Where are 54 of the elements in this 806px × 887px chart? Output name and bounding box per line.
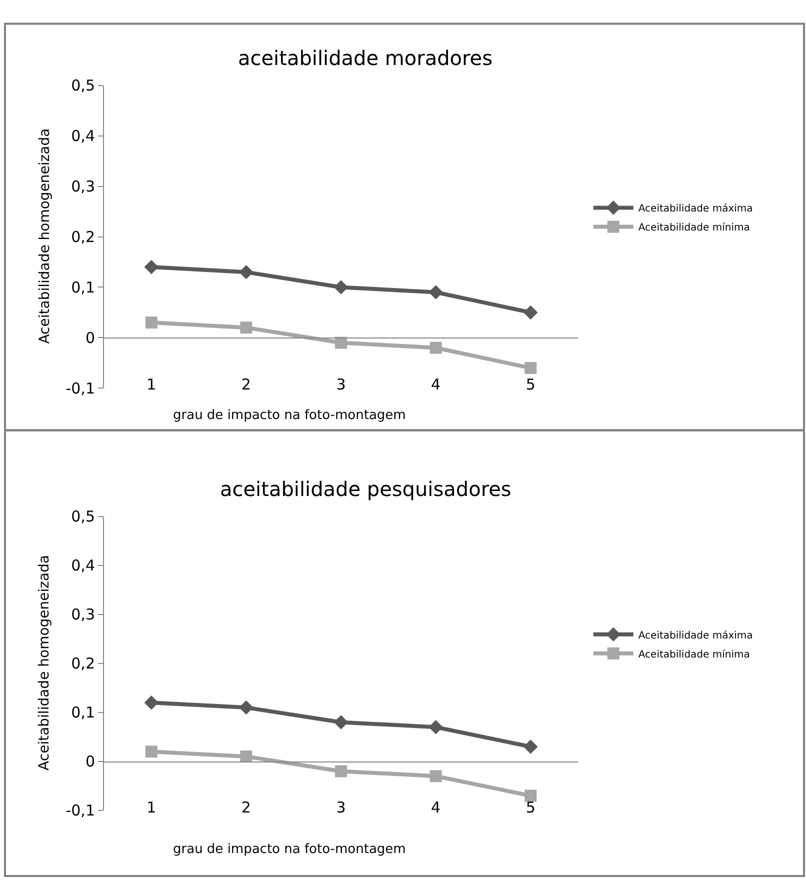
y-tick-label: 0,2 xyxy=(71,228,95,246)
x-tick-label: 1 xyxy=(146,798,156,816)
point xyxy=(239,700,254,715)
y-tick-label: 0,4 xyxy=(71,127,95,146)
x-tick-label: 5 xyxy=(526,376,536,394)
point xyxy=(145,746,158,758)
x-tick-label: 4 xyxy=(431,798,441,816)
point xyxy=(428,720,443,734)
point xyxy=(524,790,537,802)
x-tick-label: 2 xyxy=(241,376,251,394)
y-tick-label: 0,4 xyxy=(71,556,95,575)
x-tick-label: 3 xyxy=(336,376,346,394)
point xyxy=(523,740,538,754)
y-tick-label: 0,5 xyxy=(71,76,95,95)
legend-label: Aceitabilidade máxima xyxy=(638,630,753,642)
y-tick-label: 0,5 xyxy=(71,508,95,526)
point xyxy=(240,322,252,334)
y-tick-label: 0,2 xyxy=(71,654,95,673)
legend-label: Aceitabilidade mínima xyxy=(638,222,750,234)
x-tick-label: 4 xyxy=(431,376,441,394)
point xyxy=(523,305,538,320)
point xyxy=(335,336,347,349)
point xyxy=(240,750,252,763)
x-axis-title: grau de impacto na foto-montagem xyxy=(173,842,406,857)
y-axis-title: Aceitabilidade homogeneizada xyxy=(37,128,54,344)
x-tick-label: 5 xyxy=(526,798,536,816)
point xyxy=(430,770,442,782)
point xyxy=(335,765,347,778)
legend-label: Aceitabilidade mínima xyxy=(638,649,750,660)
y-tick-label: 0 xyxy=(85,752,95,771)
y-tick-label: -0,1 xyxy=(66,802,95,820)
legend-label: Aceitabilidade máxima xyxy=(638,204,753,215)
point xyxy=(334,715,348,730)
x-tick-label: 3 xyxy=(336,798,346,816)
y-tick-label: 0 xyxy=(85,328,95,347)
x-tick-label: 1 xyxy=(146,376,156,394)
point xyxy=(428,285,443,300)
chart-title: aceitabilidade pesquisadores xyxy=(220,477,512,501)
point xyxy=(144,260,159,274)
chart-title: aceitabilidade moradores xyxy=(238,46,493,70)
y-tick-label: 0,1 xyxy=(71,704,95,722)
point xyxy=(144,695,159,710)
y-tick-label: 0,3 xyxy=(71,606,95,624)
y-tick-label: -0,1 xyxy=(66,379,95,398)
point xyxy=(524,362,537,374)
point xyxy=(430,342,442,354)
y-axis-title: Aceitabilidade homogeneizada xyxy=(36,554,53,770)
y-tick-label: 0,3 xyxy=(71,178,95,196)
x-tick-label: 2 xyxy=(241,798,251,816)
point xyxy=(334,280,348,294)
x-axis-title: grau de impacto na foto-montagem xyxy=(173,408,406,423)
point xyxy=(145,316,158,329)
point xyxy=(239,264,254,280)
y-tick-label: 0,1 xyxy=(71,278,95,296)
